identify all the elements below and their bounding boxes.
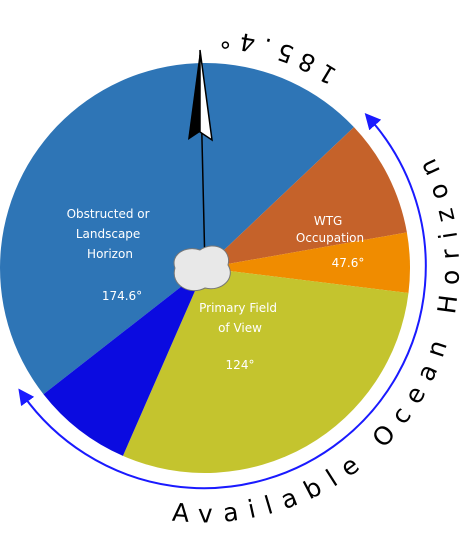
- segment-label: Obstructed or Landscape Horizon: [67, 207, 154, 261]
- needle-head: [188, 50, 200, 140]
- needle-head: [199, 49, 213, 142]
- segment-value: 174.6°: [102, 289, 142, 303]
- segment-label: Primary Field of View: [199, 301, 281, 335]
- segment-value: 124°: [226, 358, 255, 372]
- segment-value: 47.6°: [332, 256, 365, 270]
- segment-label: WTG Occupation: [296, 214, 364, 245]
- ocean-arc: [18, 113, 427, 490]
- observer-icon: [173, 245, 231, 292]
